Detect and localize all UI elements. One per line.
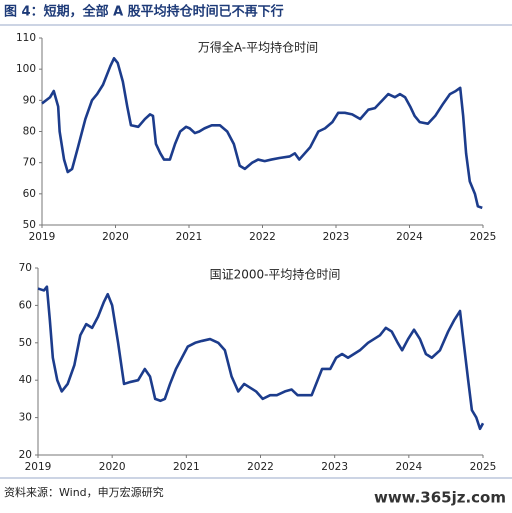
y-tick-label: 110 (16, 32, 36, 44)
x-tick-label: 2025 (470, 231, 497, 243)
x-tick-label: 2022 (249, 231, 276, 243)
figure-title: 图 4：短期，全部 A 股平均持仓时间已不再下行 (4, 4, 284, 20)
y-tick-label: 70 (19, 262, 32, 274)
y-tick-label: 20 (19, 449, 32, 461)
y-tick-label: 30 (19, 412, 32, 424)
series-label: 国证2000-平均持仓时间 (210, 267, 341, 282)
series-line (41, 56, 483, 210)
x-tick-label: 2025 (470, 461, 497, 473)
x-tick-label: 2023 (321, 461, 348, 473)
series-label: 万得全A-平均持仓时间 (198, 40, 318, 55)
watermark: www.365jz.com (374, 489, 506, 507)
y-tick-label: 50 (23, 219, 36, 231)
x-tick-label: 2023 (323, 231, 350, 243)
x-tick-label: 2020 (99, 461, 126, 473)
y-tick-label: 50 (19, 337, 32, 349)
y-tick-label: 80 (23, 126, 36, 138)
y-tick-label: 60 (23, 188, 36, 200)
x-tick-label: 2020 (102, 231, 129, 243)
x-tick-label: 2021 (176, 231, 203, 243)
y-tick-label: 100 (16, 63, 36, 75)
x-tick-label: 2024 (395, 461, 422, 473)
y-tick-label: 60 (19, 299, 32, 311)
y-tick-label: 70 (23, 157, 36, 169)
x-tick-label: 2022 (247, 461, 274, 473)
x-tick-label: 2021 (173, 461, 200, 473)
x-tick-label: 2019 (25, 461, 52, 473)
source: 资料来源：Wind，申万宏源研究 (4, 485, 164, 499)
y-tick-label: 40 (19, 374, 32, 386)
x-tick-label: 2024 (396, 231, 423, 243)
series-line (37, 285, 485, 431)
y-tick-label: 90 (23, 94, 36, 106)
x-tick-label: 2019 (29, 231, 56, 243)
